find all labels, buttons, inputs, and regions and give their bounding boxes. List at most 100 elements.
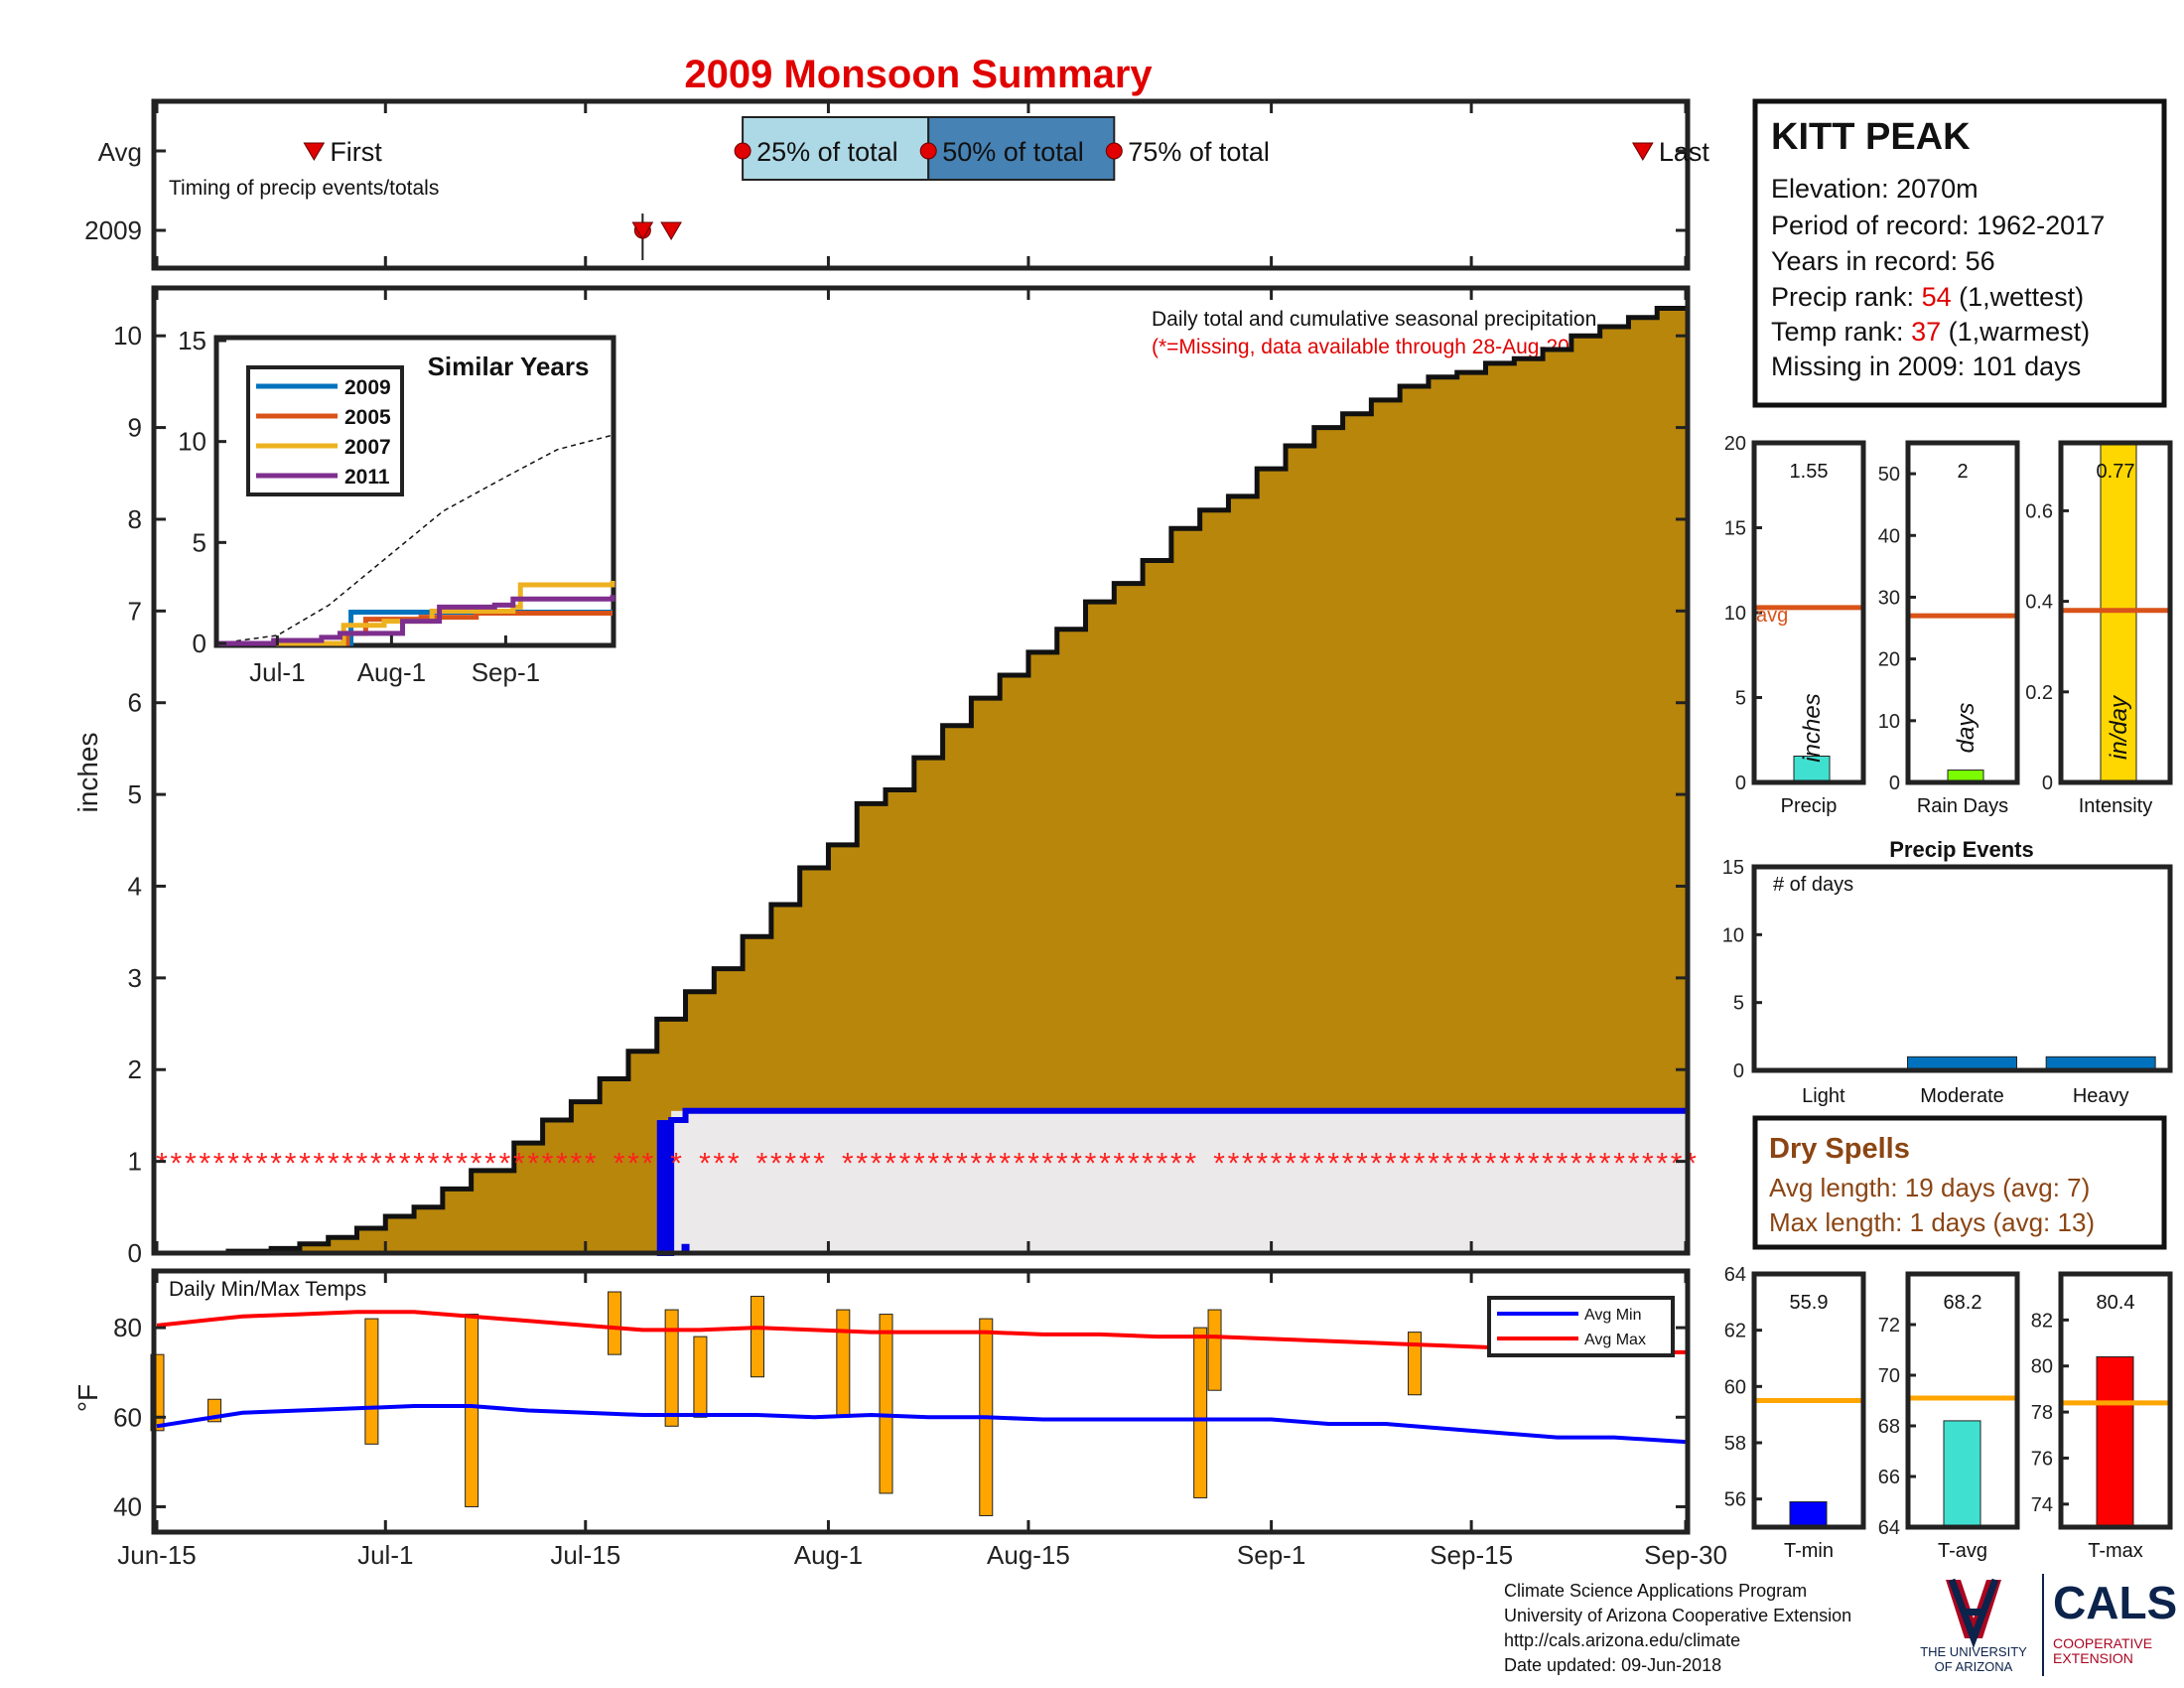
y-tick-label: 2 (128, 1055, 142, 1084)
main-annotation: Daily total and cumulative seasonal prec… (1152, 308, 1596, 331)
missing-marker: * (1014, 1148, 1025, 1181)
missing-marker: * (1256, 1148, 1268, 1181)
missing-marker: * (1070, 1148, 1082, 1181)
daily-temp-range-bar (836, 1309, 851, 1418)
value-label: 68.2 (1944, 1292, 1982, 1314)
missing-marker: * (1371, 1148, 1383, 1181)
y-tick-label: 64 (1724, 1264, 1746, 1286)
missing-marker: * (1027, 1148, 1039, 1181)
avg-cumulative-area (157, 306, 1686, 1254)
y-tick-label: 68 (1878, 1416, 1900, 1438)
legend-label: 2009 (344, 376, 391, 399)
missing-marker: * (442, 1148, 454, 1181)
missing-marker: * (942, 1148, 954, 1181)
x-tick-label: Jun-15 (117, 1540, 197, 1570)
dry-spells-title: Dry Spells (1769, 1133, 1910, 1165)
missing-marker: * (384, 1148, 396, 1181)
station-line-years: Years in record: 56 (1771, 246, 1995, 276)
missing-marker: * (1327, 1148, 1339, 1181)
similar-years-inset: Similar Years 0 5 10 15 Jul-1 Aug-1 Sep-1 2009 20… (178, 326, 616, 687)
temps-y-axis-label: °F (72, 1384, 103, 1412)
panel-tmin: 56 58 60 62 64 55.9 T-min (1724, 1264, 1866, 1562)
footer-line: http://cals.arizona.edu/climate (1504, 1630, 1740, 1650)
y-tick-label: 15 (1724, 518, 1746, 540)
x-tick-label: Aug-15 (987, 1540, 1070, 1570)
y-tick-label: 0 (1733, 1060, 1744, 1082)
inset-avg-line (217, 434, 614, 644)
missing-marker: * (585, 1148, 597, 1181)
y-tick-label: 9 (128, 413, 142, 443)
unit-label: inches (1799, 693, 1826, 762)
missing-marker: * (885, 1148, 896, 1181)
y-tick-label: 20 (1878, 649, 1900, 671)
missing-marker: * (542, 1148, 554, 1181)
missing-marker: * (1213, 1148, 1225, 1181)
y-tick-label: 0 (1889, 773, 1900, 794)
cumulative-2009-region (671, 1110, 1686, 1253)
y-tick-label: 0.6 (2025, 500, 2053, 522)
missing-marker: * (484, 1148, 496, 1181)
value-bar (2096, 1355, 2134, 1528)
missing-marker: * (1356, 1148, 1368, 1181)
y-tick-label: 10 (1878, 711, 1900, 733)
missing-marker: * (1271, 1148, 1283, 1181)
y-tick-label: 0 (1735, 773, 1746, 794)
daily-precip-bar (681, 1243, 690, 1253)
main-missing-note: (*=Missing, data available through 28-Au… (1152, 336, 1599, 358)
missing-marker: * (1242, 1148, 1254, 1181)
missing-marker: * (370, 1148, 382, 1181)
y-tick-label: 62 (1724, 1321, 1746, 1342)
y-tick-label: 6 (128, 688, 142, 718)
missing-marker: * (770, 1148, 782, 1181)
daily-temp-range-bar (1207, 1309, 1222, 1391)
daily-temp-range-bar (750, 1296, 764, 1378)
category-label: Intensity (2079, 795, 2152, 817)
daily-temp-range-bar (693, 1336, 708, 1418)
ua-logo-text: OF ARIZONA (1935, 1659, 2013, 1674)
missing-marker: * (328, 1148, 340, 1181)
y-tick-label: 30 (1878, 587, 1900, 609)
missing-marker: * (1285, 1148, 1297, 1181)
station-line-elevation: Elevation: 2070m (1771, 174, 1979, 204)
missing-marker: * (1099, 1148, 1111, 1181)
unit-label: in/day (2106, 694, 2132, 760)
station-line-temp-rank: Temp rank: 37 (1,warmest) (1771, 317, 2090, 347)
y-tick-label: 8 (128, 504, 142, 534)
missing-marker: * (1128, 1148, 1140, 1181)
timing-row-2009: 2009 (84, 215, 142, 245)
missing-marker: * (1428, 1148, 1439, 1181)
missing-marker: * (799, 1148, 811, 1181)
panel-precip_total: 0 5 10 15 20 1.55 Precip inches avg (1724, 433, 1866, 817)
missing-marker: * (842, 1148, 854, 1181)
y-tick-label: 40 (113, 1491, 142, 1521)
y-tick-label: 66 (1878, 1467, 1900, 1488)
y-tick-label: 4 (128, 871, 142, 901)
daily-temp-range-bar (1193, 1327, 1208, 1498)
missing-marker: * (341, 1148, 353, 1181)
panel-frame (1905, 440, 2020, 785)
missing-marker: * (614, 1148, 625, 1181)
value-bar (1793, 755, 1831, 783)
missing-marker: * (1113, 1148, 1125, 1181)
missing-marker: * (1085, 1148, 1097, 1181)
missing-marker: * (699, 1148, 711, 1181)
value-label: 0.77 (2097, 461, 2135, 483)
x-tick-label: Jul-15 (550, 1540, 620, 1570)
missing-marker: * (285, 1148, 297, 1181)
timing-panel: Avg 2009 Timing of precip events/totals … (84, 98, 1709, 271)
inset-x-tick-label: Sep-1 (472, 657, 540, 687)
panel-frame (1905, 1271, 2020, 1530)
missing-marker: * (813, 1148, 825, 1181)
missing-marker: * (313, 1148, 325, 1181)
missing-marker: * (871, 1148, 883, 1181)
precip-events-ylabel: # of days (1773, 874, 1853, 896)
missing-marker: * (227, 1148, 239, 1181)
missing-marker: * (913, 1148, 925, 1181)
x-tick-label: Sep-1 (1237, 1540, 1305, 1570)
footer-line: Date updated: 09-Jun-2018 (1504, 1655, 1721, 1675)
timing-quartile-box-1 (742, 116, 930, 181)
missing-marker: * (299, 1148, 311, 1181)
temps-legend (1487, 1296, 1675, 1357)
x-tick-label: Aug-1 (794, 1540, 863, 1570)
